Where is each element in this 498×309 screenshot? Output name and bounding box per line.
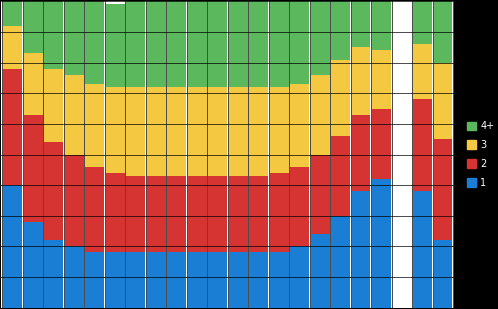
Bar xyxy=(269,252,288,308)
Bar xyxy=(249,252,268,308)
Bar xyxy=(434,139,453,240)
Bar xyxy=(311,154,330,234)
Bar xyxy=(126,252,145,308)
Bar xyxy=(188,252,207,308)
Bar xyxy=(188,176,207,252)
Bar xyxy=(208,252,227,308)
Bar xyxy=(44,1,63,69)
Legend: 4+, 3, 2, 1: 4+, 3, 2, 1 xyxy=(464,118,498,191)
Bar xyxy=(290,84,309,167)
Bar xyxy=(24,115,43,222)
Bar xyxy=(147,176,165,252)
Bar xyxy=(3,1,22,26)
Bar xyxy=(85,1,104,84)
Bar xyxy=(249,1,268,87)
Bar xyxy=(65,154,84,246)
Bar xyxy=(372,108,391,179)
Bar xyxy=(290,246,309,308)
Bar xyxy=(106,87,124,173)
Bar xyxy=(24,1,43,53)
Bar xyxy=(372,1,391,50)
Bar xyxy=(24,222,43,308)
Bar xyxy=(229,176,248,252)
Bar xyxy=(352,191,371,308)
Bar xyxy=(126,176,145,252)
Bar xyxy=(434,63,453,139)
Bar xyxy=(434,1,453,63)
Bar xyxy=(352,115,371,191)
Bar xyxy=(229,1,248,87)
Bar xyxy=(413,1,432,44)
Bar xyxy=(208,176,227,252)
Bar xyxy=(147,87,165,176)
Bar xyxy=(44,69,63,142)
Bar xyxy=(167,176,186,252)
Bar xyxy=(372,179,391,308)
Bar xyxy=(331,1,350,60)
Bar xyxy=(331,136,350,216)
Bar xyxy=(352,47,371,115)
Bar xyxy=(44,142,63,240)
Bar xyxy=(290,167,309,246)
Bar xyxy=(249,176,268,252)
Bar xyxy=(147,1,165,87)
Bar xyxy=(167,87,186,176)
Bar xyxy=(311,234,330,308)
Bar xyxy=(311,75,330,154)
Bar xyxy=(311,1,330,75)
Bar xyxy=(106,4,124,87)
Bar xyxy=(24,53,43,115)
Bar xyxy=(269,173,288,252)
Bar xyxy=(269,1,288,87)
Bar xyxy=(352,1,371,47)
Bar xyxy=(208,1,227,87)
Bar xyxy=(229,87,248,176)
Bar xyxy=(249,87,268,176)
Bar xyxy=(229,252,248,308)
Bar xyxy=(188,87,207,176)
Bar xyxy=(65,246,84,308)
Bar xyxy=(167,1,186,87)
Bar xyxy=(65,75,84,154)
Bar xyxy=(126,1,145,87)
Bar xyxy=(65,1,84,75)
Bar xyxy=(269,87,288,173)
Bar xyxy=(106,173,124,252)
Bar xyxy=(434,240,453,308)
Bar xyxy=(44,240,63,308)
Bar xyxy=(331,60,350,136)
Bar xyxy=(85,84,104,167)
Bar xyxy=(208,87,227,176)
Bar xyxy=(372,50,391,108)
Bar xyxy=(147,252,165,308)
Bar xyxy=(167,252,186,308)
Bar xyxy=(3,69,22,185)
Bar xyxy=(3,26,22,69)
Bar xyxy=(85,167,104,252)
Bar xyxy=(413,44,432,99)
Bar xyxy=(126,87,145,176)
Bar xyxy=(3,185,22,308)
Bar xyxy=(413,99,432,191)
Bar xyxy=(85,252,104,308)
Bar xyxy=(331,216,350,308)
Bar xyxy=(290,1,309,84)
Bar xyxy=(188,1,207,87)
Bar xyxy=(413,191,432,308)
Bar xyxy=(106,252,124,308)
